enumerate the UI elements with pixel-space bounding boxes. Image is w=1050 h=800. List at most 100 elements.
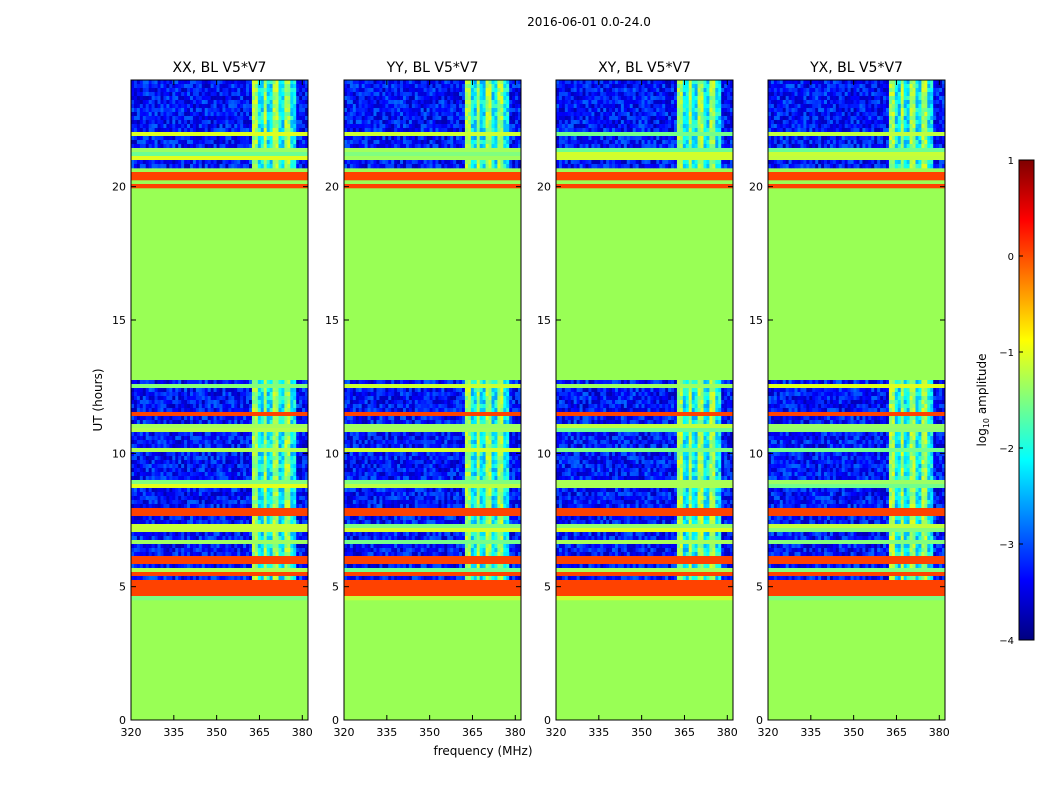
heatmap-cell [470, 112, 475, 117]
heatmap-cell [204, 408, 208, 413]
heatmap-cell [278, 476, 282, 481]
heatmap-cell [154, 112, 158, 117]
heatmap-cell [355, 108, 360, 113]
heatmap-cell [166, 416, 170, 421]
heatmap-cell [210, 124, 214, 129]
heatmap-cell [488, 396, 492, 401]
heatmap-cell [385, 120, 389, 125]
heatmap-cell [506, 124, 510, 129]
heatmap-cell [411, 440, 416, 445]
heatmap-cell [237, 116, 241, 121]
heatmap-cell [344, 416, 348, 421]
heatmap-cell [382, 112, 386, 117]
heatmap-cell [476, 396, 480, 401]
heatmap-cell [284, 464, 288, 469]
heatmap-cell [190, 396, 194, 401]
heatmap-cell [423, 112, 427, 117]
heatmap-cell [163, 464, 167, 469]
heatmap-cell [195, 144, 200, 149]
heatmap-cell [281, 400, 285, 405]
heatmap-cell [473, 136, 478, 141]
heatmap-cell [181, 84, 185, 89]
heatmap-cell [344, 88, 348, 93]
heatmap-cell [254, 88, 259, 93]
heatmap-cell [210, 488, 214, 493]
heatmap-cell [228, 396, 232, 401]
heatmap-cell [491, 392, 495, 397]
heatmap-cell [145, 80, 149, 85]
heatmap-cell [352, 408, 357, 413]
heatmap-cell [293, 500, 297, 505]
heatmap-cell [190, 416, 194, 421]
heatmap-cell [148, 388, 152, 393]
heatmap-cell [234, 80, 238, 85]
heatmap-cell [166, 444, 170, 449]
heatmap-cell [470, 404, 475, 409]
heatmap-cell [142, 80, 147, 85]
heatmap-cell [278, 104, 282, 109]
heatmap-cell [216, 444, 220, 449]
heatmap-cell [414, 116, 419, 121]
heatmap-cell [201, 128, 206, 133]
heatmap-cell [385, 400, 389, 405]
heatmap-cell [435, 388, 439, 393]
heatmap-cell [400, 392, 404, 397]
heatmap-cell [397, 116, 401, 121]
heatmap-cell [192, 144, 197, 149]
heatmap-cell [491, 400, 495, 405]
heatmap-cell [429, 440, 433, 445]
heatmap-cell [494, 432, 498, 437]
heatmap-cell [364, 116, 368, 121]
heatmap-cell [287, 544, 291, 549]
heatmap-cell [352, 420, 357, 425]
heatmap-cell [376, 80, 380, 85]
heatmap-cell [145, 140, 149, 145]
heatmap-cell [213, 532, 217, 537]
heatmap-cell [305, 460, 309, 465]
heatmap-cell [160, 476, 164, 481]
heatmap-cell [257, 472, 262, 477]
heatmap-cell [272, 160, 276, 165]
heatmap-cell [231, 92, 235, 97]
heatmap-cell [249, 464, 253, 469]
heatmap-cell [287, 492, 291, 497]
heatmap-cell [187, 92, 191, 97]
heatmap-cell [479, 160, 483, 165]
heatmap-cell [400, 124, 404, 129]
heatmap-cell [269, 84, 273, 89]
heatmap-cell [231, 396, 235, 401]
heatmap-cell [192, 164, 197, 169]
heatmap-cell [361, 124, 365, 129]
heatmap-cell [187, 456, 191, 461]
heatmap-cell [133, 456, 138, 461]
heatmap-cell [355, 96, 360, 101]
heatmap-cell [254, 124, 259, 129]
heatmap-cell [290, 108, 294, 113]
heatmap-cell [257, 552, 262, 557]
heatmap-cell [216, 516, 220, 521]
heatmap-cell [408, 436, 413, 441]
heatmap-cell [346, 164, 351, 169]
heatmap-cell [139, 404, 144, 409]
heatmap-cell [219, 128, 223, 133]
heatmap-cell [204, 388, 208, 393]
heatmap-cell [358, 120, 362, 125]
heatmap-cell [195, 416, 200, 421]
heatmap-cell [305, 468, 309, 473]
heatmap-cell [210, 388, 214, 393]
heatmap-cell [485, 88, 489, 93]
heatmap-cell [293, 120, 297, 125]
heatmap-cell [166, 88, 170, 93]
heatmap-cell [142, 496, 147, 501]
heatmap-cell [133, 468, 138, 473]
heatmap-cell [145, 128, 149, 133]
heatmap-cell [154, 392, 158, 397]
heatmap-cell [187, 436, 191, 441]
heatmap-cell [400, 116, 404, 121]
heatmap-cell [302, 416, 306, 421]
heatmap-cell [411, 404, 416, 409]
heatmap-cell [160, 128, 164, 133]
heatmap-cell [142, 548, 147, 553]
heatmap-cell [260, 440, 265, 445]
heatmap-cell [287, 488, 291, 493]
